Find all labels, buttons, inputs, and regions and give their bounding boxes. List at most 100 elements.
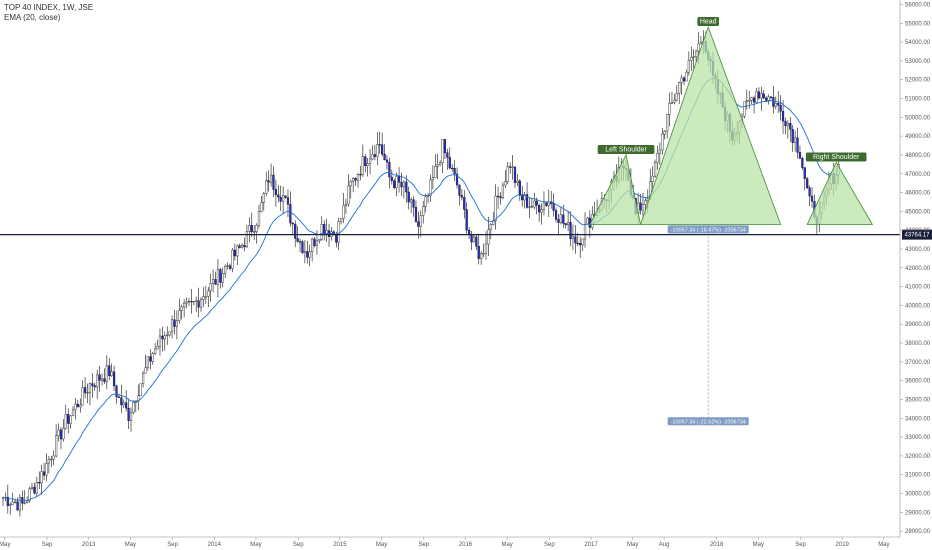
candle-body [757,91,760,99]
candle-body [250,225,253,233]
candle-body [38,482,41,484]
price-tick-label: 38000.00 [905,341,931,347]
candle-body [803,167,806,179]
candle-body [431,177,434,181]
candle-body [219,269,222,283]
time-tick-label: May [125,542,136,548]
candle-body [695,50,698,57]
candle-body [127,407,130,421]
right-shoulder-label: Right Shoulder [813,154,860,161]
time-axis[interactable]: May Sep 2013 May Sep 2014 May Sep 2015 May Sep 2016… [0,536,900,548]
candle-body [320,224,323,240]
candle-body [129,412,133,421]
candle-body [663,130,666,135]
candle-body [286,197,290,205]
candle-body [687,60,690,73]
time-tick-label: Aug [659,542,670,548]
candle-body [344,203,348,206]
price-tick-label: 34000.00 [905,416,931,422]
candle-body [81,387,84,406]
candle-body [513,166,517,183]
candle-body [265,180,268,194]
candle-body [755,91,758,103]
candle-body [381,144,384,155]
candle-body [781,110,785,122]
candle-body [42,471,46,476]
candle-body [496,195,500,198]
candle-body [267,180,270,183]
left-shoulder-label-bg [597,144,655,154]
candle-body [552,203,555,211]
candle-body [228,265,232,269]
candle-body [670,102,674,104]
price-tick-label: 50000.00 [905,115,931,121]
candle-body [243,245,246,248]
head-label: Head [700,19,717,26]
candle-body [64,414,67,429]
candle-body [784,120,787,126]
candle-body [26,500,29,503]
candle-body [489,224,492,230]
candle-body [96,374,99,388]
candle-body [673,99,676,103]
candle-body [480,253,483,259]
candle-body [308,251,311,258]
time-tick-label: Sep [544,542,555,548]
candle-body [154,348,157,354]
time-tick-label: Sep [418,542,429,548]
time-tick-label: Sep [167,542,178,548]
neckline-price-tag [902,229,932,240]
candle-body [137,395,140,402]
measure-label-bg [667,417,749,426]
candle-body [405,181,408,193]
candle-body [71,409,75,417]
price-tick-label: 51000.00 [905,97,931,103]
candle-body [98,374,101,381]
candle-body [579,243,582,246]
candle-body [516,180,519,183]
candle-body [699,41,703,45]
candle-body [528,206,531,208]
candle-body [417,221,420,227]
candle-body [373,154,377,157]
candle-body [639,202,642,211]
candle-body [668,103,671,115]
measure-label: -10067.34 (-18.47%) -1006734 [671,227,746,233]
candle-body [439,162,442,165]
candle-body [226,265,229,267]
pattern-layer: Left Shoulder Head Right Shoulder [589,17,874,225]
candle-body [149,356,152,362]
candle-body [410,199,413,203]
neckline-price-label: 43764.17 [904,233,930,239]
candle-body [467,230,471,235]
candle-body [255,225,258,232]
candle-body [506,166,509,182]
candle-body [475,236,478,247]
time-tick-label: 2015 [333,542,347,548]
candle-body [661,133,664,151]
candle-body [368,158,372,164]
candle-body [168,331,171,336]
candle-body [750,97,753,101]
candle-body [378,144,381,146]
candle-body [76,403,79,408]
candle-body [337,221,340,243]
candle-body [291,222,294,225]
candle-body [180,306,183,311]
candle-body [484,243,488,254]
candle-body [463,197,466,210]
candle-body [680,77,683,83]
candle-body [567,221,570,226]
candle-body [253,231,256,233]
right-shoulder-label-bg [805,152,867,162]
candle-body [441,139,444,163]
candle-body [791,129,794,143]
candle-body [499,196,502,199]
price-tick-label: 30000.00 [905,492,931,498]
price-axis[interactable]: 28000.00 29000.00 30000.00 31000.00 32000.00… [899,0,931,537]
candle-body [772,97,775,107]
candle-body [371,154,374,160]
time-tick-label: May [0,542,10,548]
candle-body [105,365,108,382]
